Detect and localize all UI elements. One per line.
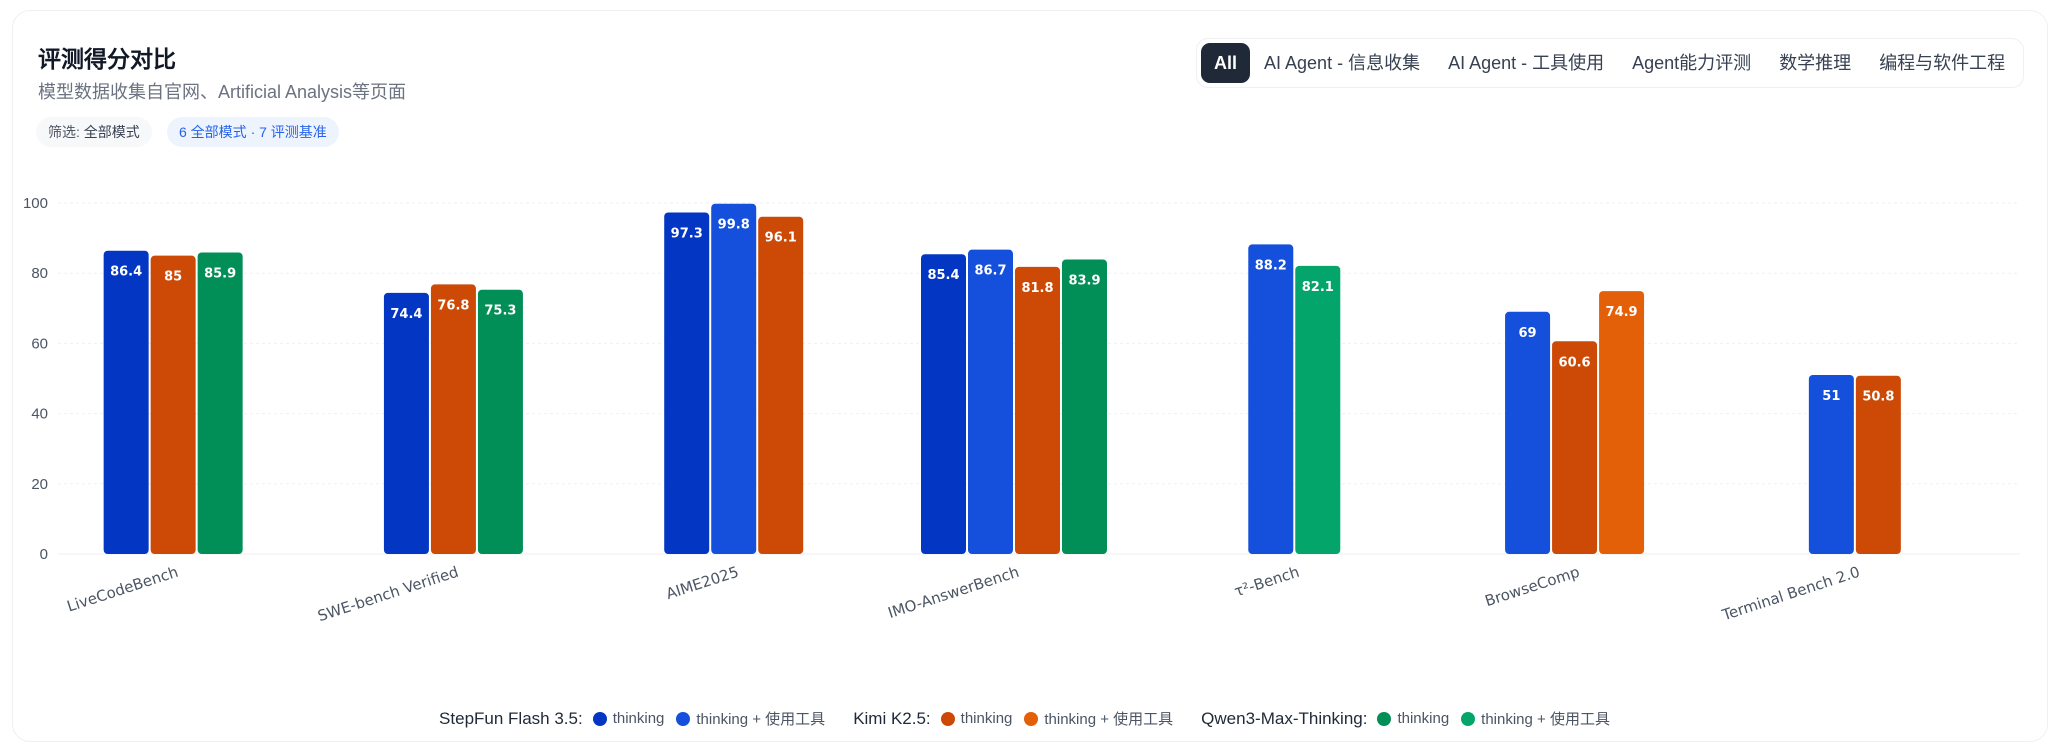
- tab-math[interactable]: 数学推理: [1779, 53, 1852, 73]
- tab-coding[interactable]: 编程与软件工程: [1879, 53, 2006, 73]
- bar-value-label: 85: [164, 270, 182, 285]
- legend-dot: [940, 711, 955, 726]
- bar-value-label: 85.4: [927, 268, 959, 283]
- bar: [383, 292, 429, 554]
- filter-prefix: 筛选:: [48, 124, 80, 140]
- x-tick-label: τ²-Bench: [1232, 563, 1302, 601]
- legend-model-name: Qwen3-Max-Thinking:: [1201, 708, 1368, 728]
- legend-model-name: StepFun Flash 3.5:: [439, 708, 583, 728]
- bar: [1855, 375, 1901, 554]
- bar-value-label: 86.7: [974, 264, 1006, 279]
- bar: [711, 203, 757, 554]
- bar: [1295, 265, 1341, 554]
- bar-value-label: 69: [1519, 326, 1537, 341]
- filter-value: 全部模式: [83, 124, 140, 140]
- x-tick-label: LiveCodeBench: [65, 563, 181, 616]
- bar: [150, 255, 196, 554]
- bar-value-label: 74.9: [1606, 305, 1638, 320]
- tab-all[interactable]: All: [1201, 43, 1251, 83]
- bar: [103, 250, 149, 554]
- tab-agent-eval[interactable]: Agent能力评测: [1632, 53, 1752, 73]
- legend-dot: [592, 711, 607, 726]
- bar-value-label: 86.4: [110, 265, 142, 280]
- legend-item[interactable]: thinking + 使用工具: [1024, 708, 1173, 729]
- bar: [477, 289, 523, 554]
- legend-label: thinking: [960, 710, 1013, 727]
- page-subtitle: 模型数据收集自官网、Artificial Analysis等页面: [38, 82, 407, 102]
- legend-item[interactable]: thinking: [1377, 710, 1449, 727]
- bar: [430, 284, 476, 554]
- y-tick-label: 20: [31, 476, 48, 493]
- count-badge: 6 全部模式 · 7 评测基准: [167, 117, 339, 147]
- legend-group-kimi: Kimi K2.5: thinking thinking + 使用工具: [853, 708, 1185, 729]
- y-tick-label: 80: [31, 265, 48, 282]
- bar: [1599, 291, 1645, 554]
- legend-item[interactable]: thinking + 使用工具: [1461, 708, 1610, 729]
- x-tick-label: Terminal Bench 2.0: [1719, 563, 1862, 625]
- x-tick-label: IMO-AnswerBench: [886, 563, 1022, 622]
- legend-dot: [1377, 711, 1392, 726]
- category-tabs: All AI Agent - 信息收集 AI Agent - 工具使用 Agen…: [1196, 38, 2025, 88]
- bar: [1062, 259, 1107, 554]
- bar: [968, 249, 1013, 555]
- legend-item[interactable]: thinking: [940, 710, 1013, 727]
- bar: [1248, 244, 1294, 554]
- legend-dot: [676, 711, 691, 726]
- y-tick-label: 60: [31, 335, 48, 352]
- x-tick-label: SWE-bench Verified: [315, 563, 460, 626]
- legend-label: thinking + 使用工具: [1481, 711, 1610, 728]
- filter-badge[interactable]: 筛选: 全部模式: [36, 117, 152, 147]
- bar-value-label: 83.9: [1068, 274, 1100, 289]
- y-tick-label: 40: [31, 406, 48, 423]
- bar: [1505, 311, 1551, 554]
- legend-group-stepfun: StepFun Flash 3.5: thinking thinking + 使…: [439, 708, 837, 729]
- bar: [1552, 341, 1598, 554]
- bar-value-label: 51: [1822, 389, 1840, 404]
- bar: [921, 254, 966, 554]
- bar-value-label: 82.1: [1302, 280, 1334, 295]
- bar-value-label: 96.1: [765, 231, 797, 246]
- legend: StepFun Flash 3.5: thinking thinking + 使…: [0, 708, 2061, 729]
- bar-value-label: 81.8: [1021, 281, 1053, 296]
- legend-item[interactable]: thinking + 使用工具: [676, 708, 825, 729]
- page-title: 评测得分对比: [38, 46, 176, 72]
- tab-ai-agent-tools[interactable]: AI Agent - 工具使用: [1448, 53, 1605, 73]
- legend-label: thinking: [1397, 710, 1450, 727]
- legend-label: thinking + 使用工具: [1044, 711, 1174, 728]
- legend-dot: [1461, 711, 1476, 726]
- legend-label: thinking: [612, 710, 665, 727]
- y-tick-label: 100: [23, 195, 48, 212]
- x-tick-label: BrowseComp: [1483, 563, 1582, 611]
- bar: [758, 216, 804, 554]
- bar-value-label: 85.9: [204, 266, 236, 281]
- bar-value-label: 50.8: [1862, 390, 1894, 405]
- bar-value-label: 75.3: [484, 304, 516, 319]
- bar: [1015, 266, 1060, 554]
- bar-value-label: 74.4: [390, 307, 422, 322]
- bar-value-label: 99.8: [718, 218, 750, 233]
- legend-model-name: Kimi K2.5:: [853, 708, 931, 728]
- x-tick-label: AIME2025: [664, 563, 741, 603]
- bar-chart: 0 20 40 60 80 100 86.4 85 85.9 LiveCodeBench 74.4 7…: [23, 195, 2020, 626]
- bar: [197, 252, 243, 554]
- bar-value-label: 88.2: [1255, 258, 1287, 273]
- bar-value-label: 76.8: [437, 298, 469, 313]
- legend-group-qwen: Qwen3-Max-Thinking: thinking thinking + …: [1201, 708, 1622, 729]
- bar-value-label: 97.3: [671, 226, 703, 241]
- legend-dot: [1024, 711, 1039, 726]
- legend-item[interactable]: thinking: [592, 710, 665, 727]
- tab-ai-agent-info[interactable]: AI Agent - 信息收集: [1264, 53, 1421, 73]
- y-tick-label: 0: [40, 546, 48, 563]
- bar-value-label: 60.6: [1559, 355, 1591, 370]
- legend-label: thinking + 使用工具: [696, 711, 826, 728]
- bar: [664, 212, 710, 555]
- bar: [1808, 374, 1854, 554]
